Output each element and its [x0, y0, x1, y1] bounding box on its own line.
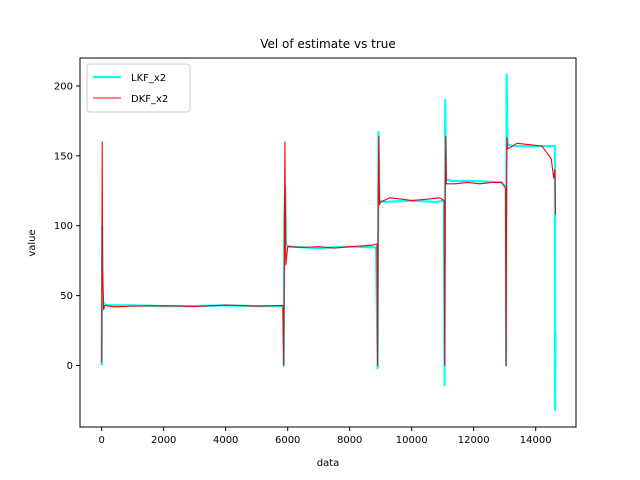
- series-layer: [100, 73, 557, 412]
- plot-area: [79, 57, 577, 428]
- x-tick-label: 4000: [213, 435, 238, 446]
- x-axis-label: data: [317, 458, 340, 469]
- x-tick-label: 12000: [458, 435, 490, 446]
- x-tick-label: 14000: [520, 435, 552, 446]
- legend: LKF_x2 DKF_x2: [86, 63, 191, 113]
- legend-label: DKF_x2: [131, 94, 168, 105]
- y-axis: 0 50 100 150 200: [54, 81, 80, 372]
- y-axis-label: value: [27, 229, 38, 256]
- y-tick-label: 150: [54, 151, 73, 162]
- y-tick-label: 200: [54, 81, 73, 92]
- x-tick-label: 10000: [396, 435, 428, 446]
- x-tick-label: 8000: [337, 435, 362, 446]
- plot-background: [80, 58, 576, 427]
- chart-title: Vel of estimate vs true: [260, 37, 396, 51]
- x-tick-label: 0: [99, 435, 105, 446]
- x-tick-label: 2000: [151, 435, 176, 446]
- x-axis: 0 2000 4000 6000 8000 10000 12000 14000: [99, 427, 552, 446]
- y-tick-label: 100: [54, 221, 73, 232]
- y-tick-label: 50: [60, 291, 73, 302]
- series-line-dkf-x2: [101, 135, 557, 367]
- x-tick-label: 6000: [275, 435, 300, 446]
- y-tick-label: 0: [67, 361, 73, 372]
- legend-label: LKF_x2: [131, 73, 166, 84]
- plot-frame: [79, 57, 577, 428]
